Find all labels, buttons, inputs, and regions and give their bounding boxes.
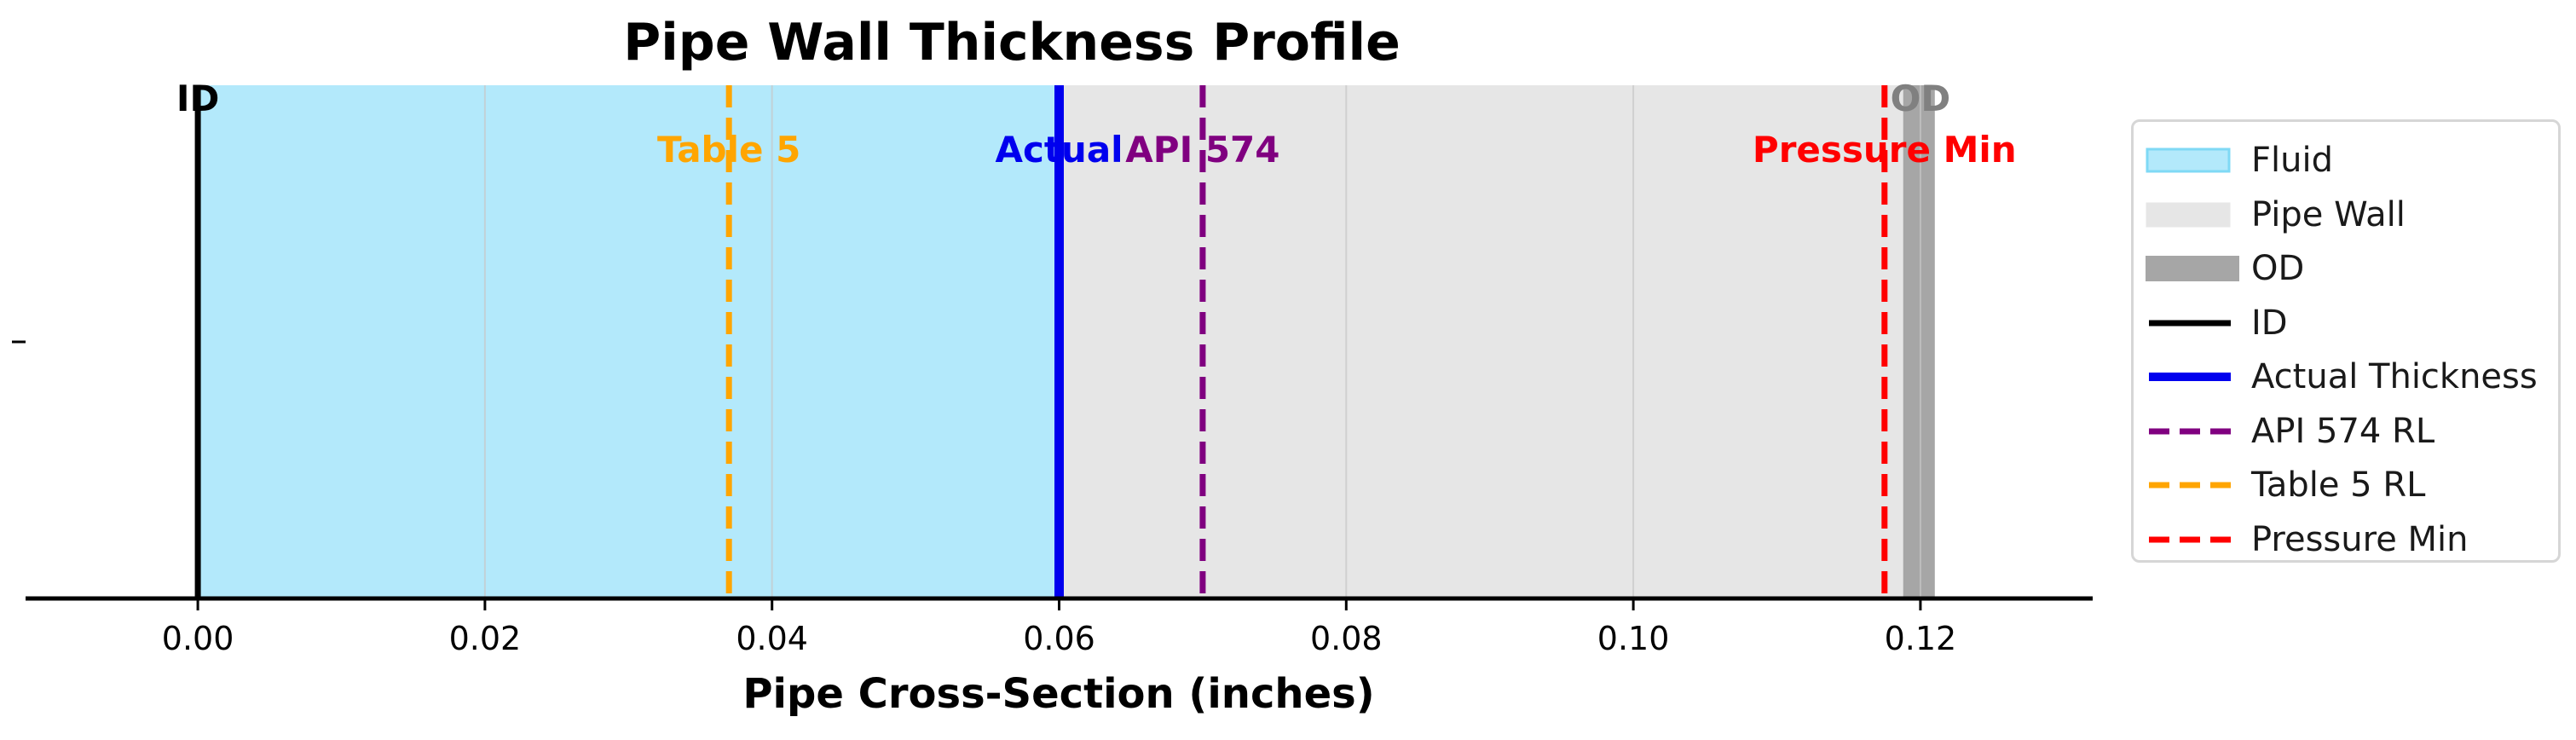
x-tick-label-2: 0.04 [736,620,808,657]
legend-item-actual-thickness: Actual Thickness [2134,350,2558,402]
x-tick-label-0: 0.00 [162,620,234,657]
x-tick-label-6: 0.12 [1885,620,1957,657]
x-axis-label: Pipe Cross-Section (inches) [742,670,1374,718]
legend-swatch-pipe-wall [2146,202,2231,227]
legend-swatch-api-574-rl [2149,428,2231,434]
legend-swatch-od [2146,256,2239,281]
legend-swatch-fluid [2146,147,2231,173]
legend-item-table-5-rl: Table 5 RL [2134,459,2558,510]
legend: Fluid Pipe Wall OD ID Actual Thickness API 57… [2131,119,2561,563]
legend-item-api-574-rl: API 574 RL [2134,405,2558,456]
legend-patch-od [2146,256,2239,281]
chart-title: Pipe Wall Thickness Profile [623,13,1401,72]
x-tick-label-5: 0.10 [1597,620,1670,657]
line-label-table-5-rl: Table 5 [657,129,800,171]
legend-item-pipe-wall: Pipe Wall [2134,188,2558,240]
legend-label-api-574-rl: API 574 RL [2251,411,2435,451]
legend-item-fluid: Fluid [2134,134,2558,185]
x-tick-label-4: 0.08 [1310,620,1383,657]
legend-label-table-5-rl: Table 5 RL [2251,465,2426,505]
line-label-actual-thickness: Actual [995,129,1123,171]
line-label-id: ID [176,78,220,119]
legend-swatch-pressure-min [2149,536,2231,542]
od-label: OD [1891,78,1951,119]
axis-layer: 0.00 0.02 0.04 0.06 0.08 0.10 0.12 [12,340,2093,657]
legend-item-id: ID [2134,297,2558,348]
legend-swatch-actual-thickness [2149,373,2231,381]
region-fluid [198,85,1060,598]
legend-label-id: ID [2251,303,2288,343]
lines-layer [194,85,1888,598]
legend-patch-fluid [2146,147,2231,173]
legend-item-pressure-min: Pressure Min [2134,513,2558,564]
legend-swatch-table-5-rl [2149,482,2231,489]
legend-label-fluid: Fluid [2251,141,2333,180]
x-tick-label-1: 0.02 [449,620,522,657]
legend-label-actual-thickness: Actual Thickness [2251,357,2538,396]
legend-label-pressure-min: Pressure Min [2251,519,2469,559]
x-tick-label-3: 0.06 [1023,620,1095,657]
line-label-api-574-rl: API 574 [1125,129,1279,171]
legend-item-od: OD [2134,242,2558,293]
line-labels-layer: ID Actual API 574 Table 5 Pressure Min OD [176,78,2017,171]
legend-patch-pipe-wall [2146,202,2231,227]
legend-label-pipe-wall: Pipe Wall [2251,194,2406,234]
region-od [1903,85,1935,598]
legend-swatch-id [2149,320,2231,326]
legend-label-od: OD [2251,249,2305,288]
line-label-pressure-min: Pressure Min [1753,129,2017,171]
